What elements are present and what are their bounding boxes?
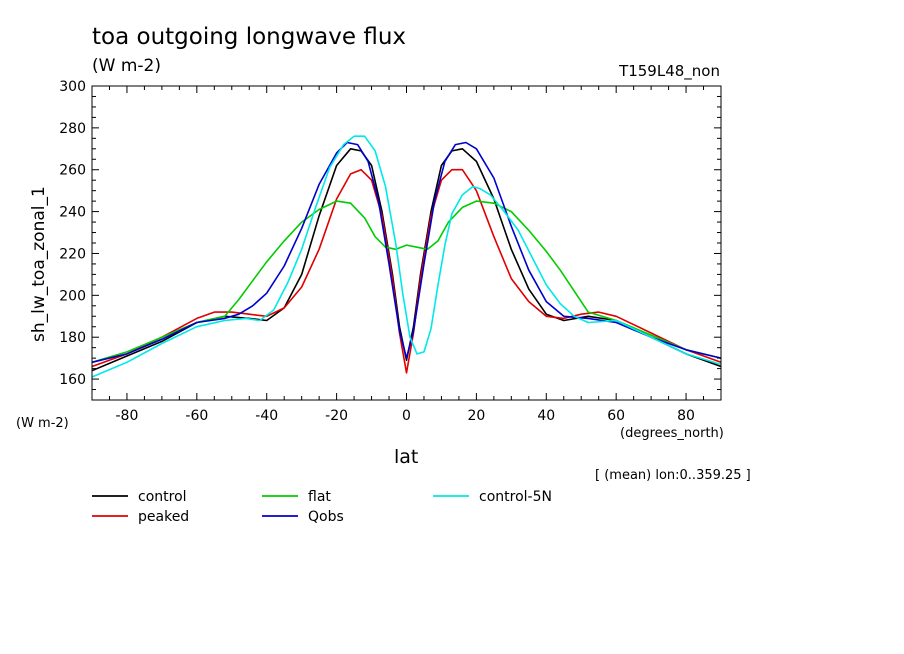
legend-label: Qobs bbox=[308, 509, 344, 525]
run-id-label: T159L48_non bbox=[619, 62, 720, 80]
x-tick-label: 60 bbox=[607, 408, 625, 424]
chart-units: (W m-2) bbox=[92, 56, 161, 76]
x-tick-label: 80 bbox=[677, 408, 695, 424]
y-tick-label: 260 bbox=[59, 163, 86, 179]
x-tick-label: -40 bbox=[255, 408, 278, 424]
series-line-control bbox=[91, 148, 722, 372]
y-tick-label: 300 bbox=[59, 79, 86, 95]
y-tick-label: 160 bbox=[59, 372, 86, 388]
y-tick-label: 240 bbox=[59, 205, 86, 221]
x-tick-label: -60 bbox=[185, 408, 208, 424]
y-tick-label: 200 bbox=[59, 288, 86, 304]
legend-label: peaked bbox=[138, 509, 189, 525]
x-tick-label: 0 bbox=[402, 408, 411, 424]
legend-label: control bbox=[138, 489, 187, 505]
series-line-flat bbox=[91, 200, 722, 364]
y-tick-label: 220 bbox=[59, 246, 86, 262]
longitude-mean-note: [ (mean) lon:0..359.25 ] bbox=[595, 468, 751, 483]
axes-frame bbox=[91, 85, 722, 401]
chart-title: toa outgoing longwave flux bbox=[92, 24, 407, 50]
legend: control peaked flat Qobs control-5N bbox=[92, 489, 552, 525]
x-axis-label: lat bbox=[394, 446, 419, 468]
x-axis-units: (degrees_north) bbox=[620, 426, 724, 441]
legend-label: control-5N bbox=[479, 489, 552, 505]
series-line-qobs bbox=[91, 141, 722, 364]
y-tick-label: 280 bbox=[59, 121, 86, 137]
y-axis-label: sh_lw_toa_zonal_1 bbox=[29, 186, 49, 342]
x-tick-label: -20 bbox=[325, 408, 348, 424]
plot-frame bbox=[91, 85, 722, 401]
series-line-control-5n bbox=[91, 135, 722, 378]
y-tick-label: 180 bbox=[59, 330, 86, 346]
axis-ticks: -80 -60 -40 -20 0 20 40 60 80 160 180 200 220 240 260 2… bbox=[59, 79, 722, 424]
series-line-peaked bbox=[91, 168, 722, 374]
x-tick-label: -80 bbox=[116, 408, 139, 424]
plot-lines bbox=[91, 135, 722, 378]
legend-label: flat bbox=[308, 489, 331, 505]
y-axis-units: (W m-2) bbox=[16, 416, 69, 431]
x-tick-label: 20 bbox=[467, 408, 485, 424]
x-tick-label: 40 bbox=[537, 408, 555, 424]
